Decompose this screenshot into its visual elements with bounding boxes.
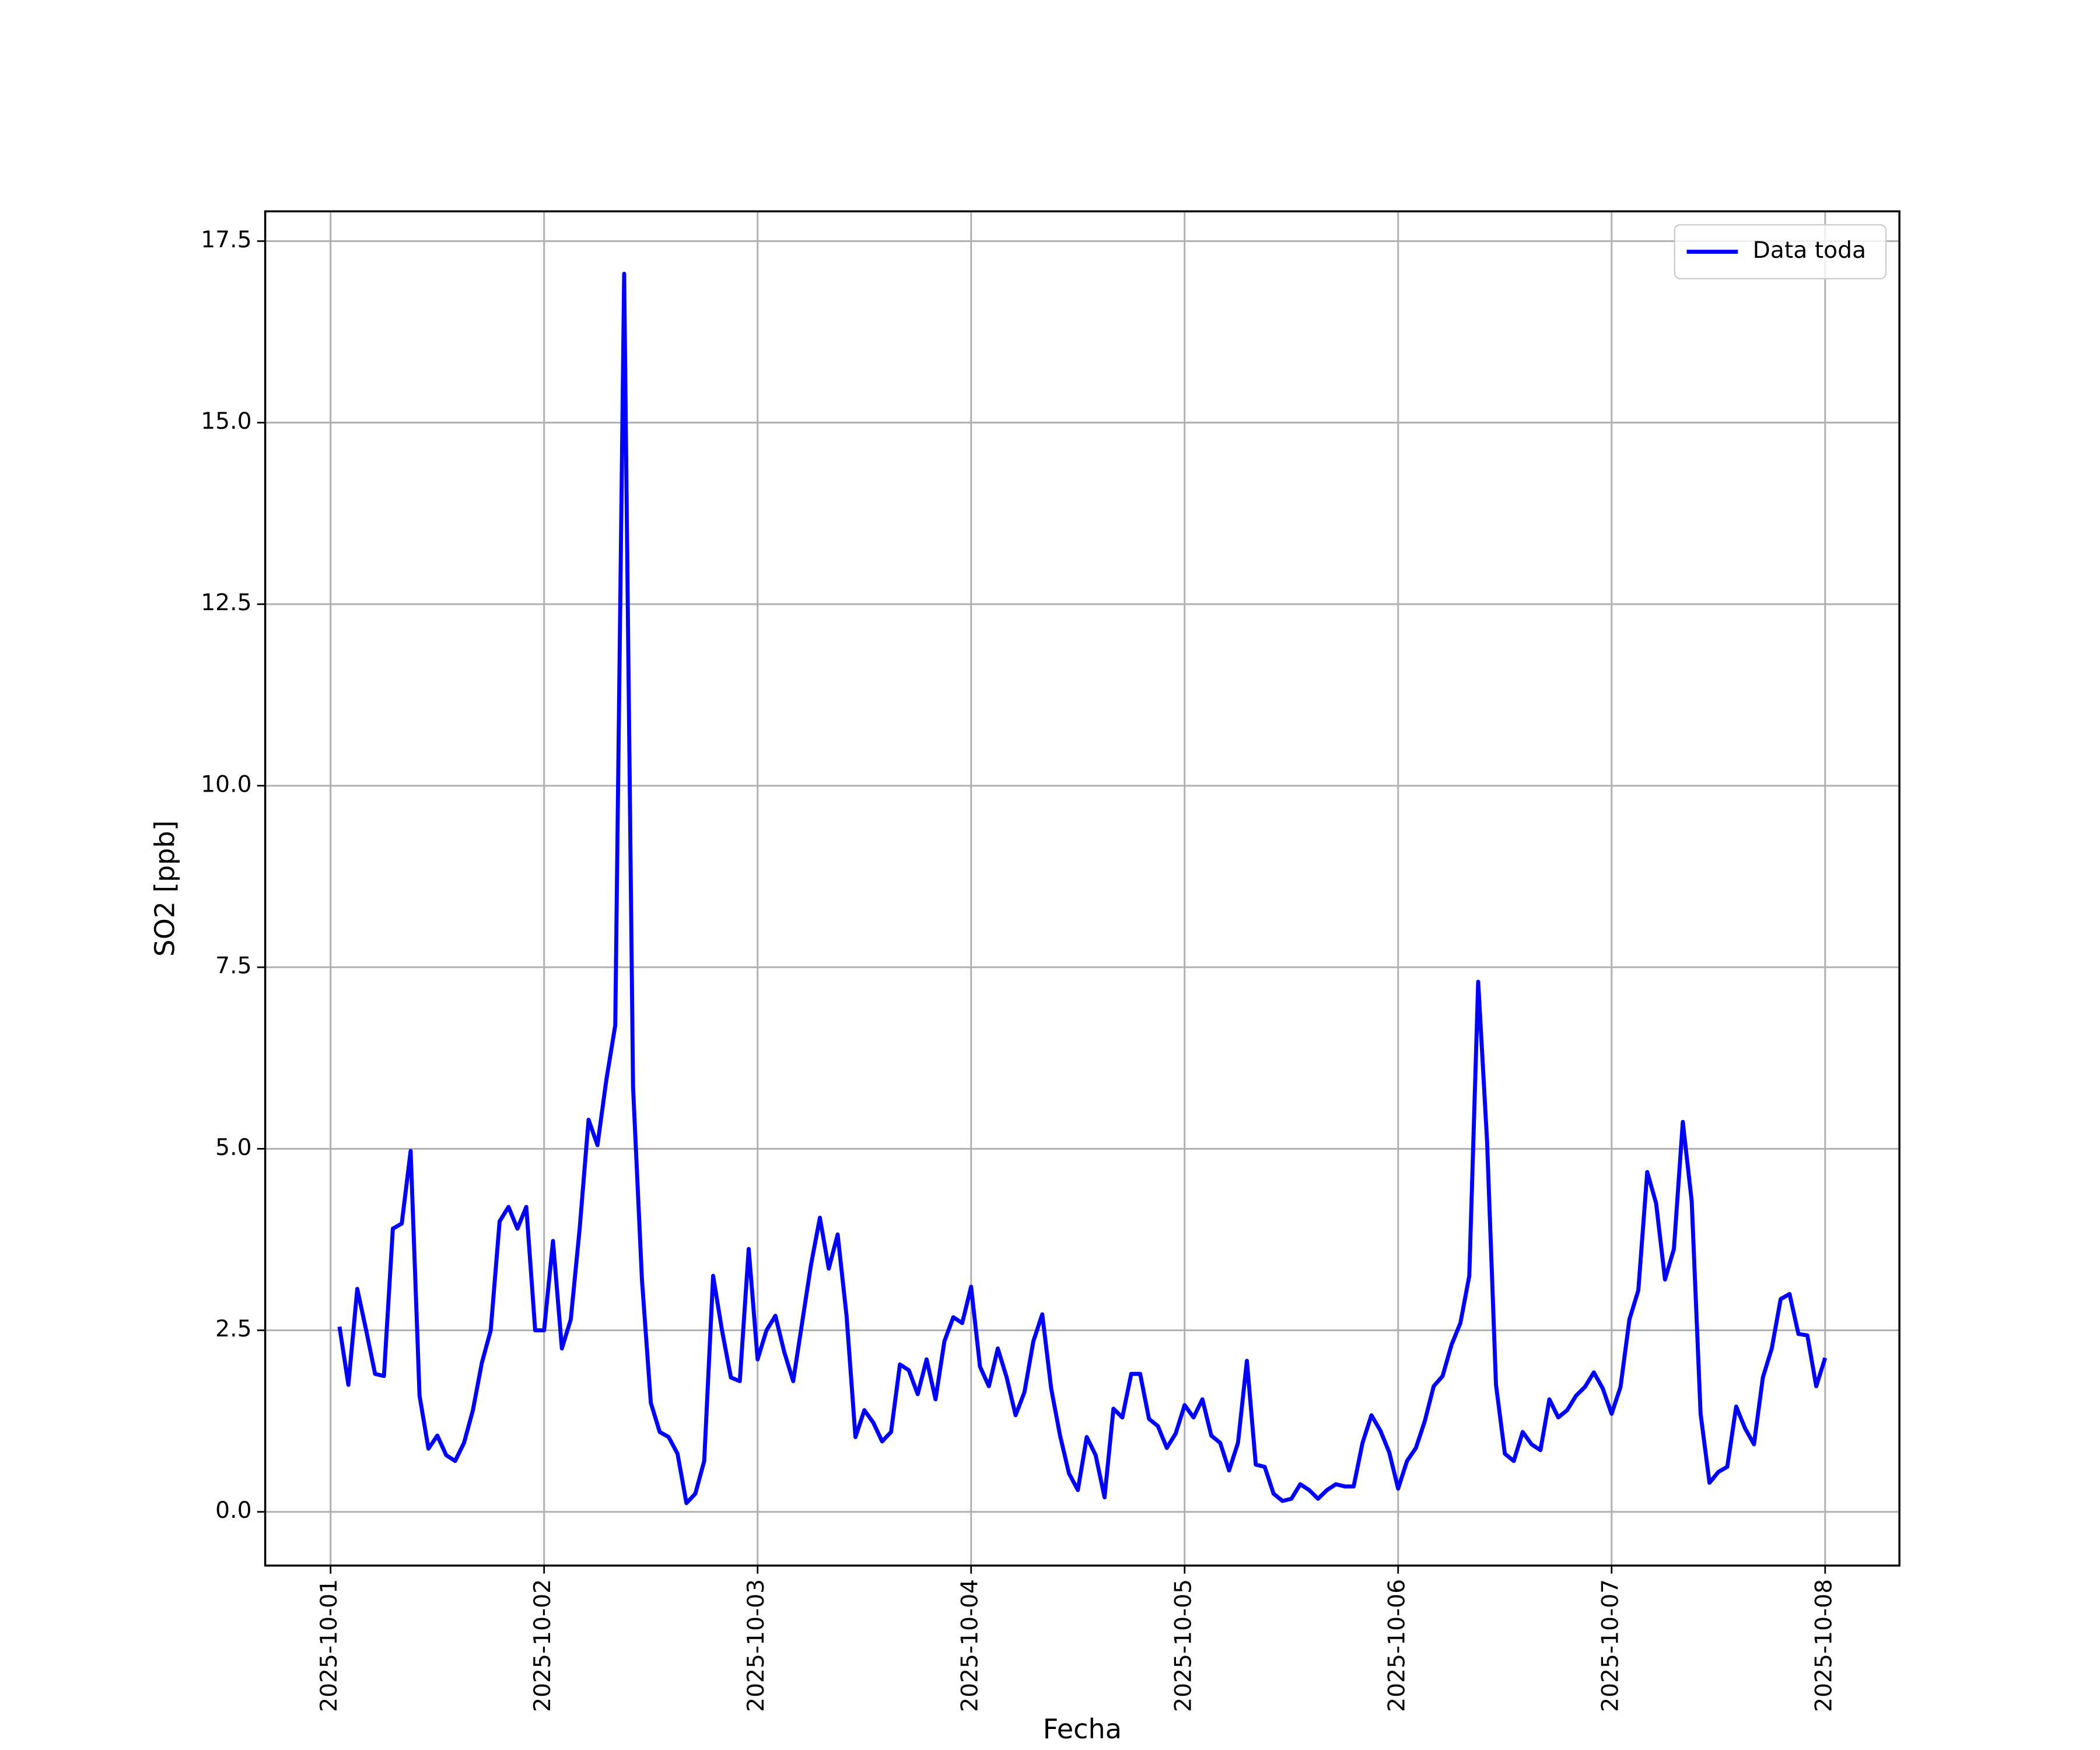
x-tick-label: 2025-10-06: [1384, 1579, 1410, 1712]
y-tick-label: 17.5: [201, 227, 251, 253]
y-tick-label: 7.5: [215, 953, 251, 979]
x-tick-label: 2025-10-01: [316, 1579, 342, 1712]
plot-frame: [264, 210, 1901, 1567]
x-tick-label: 2025-10-04: [957, 1579, 983, 1712]
x-tick-label: 2025-10-07: [1597, 1579, 1623, 1712]
x-tick-label: 2025-10-05: [1170, 1579, 1196, 1712]
legend: Data toda: [1674, 224, 1887, 279]
y-tick-label: 2.5: [215, 1316, 251, 1342]
x-tick-label: 2025-10-03: [743, 1579, 769, 1712]
y-axis-label: SO2 [ppb]: [149, 820, 181, 957]
y-tick-label: 15.0: [201, 408, 251, 435]
legend-label: Data toda: [1753, 237, 1866, 264]
y-tick-label: 12.5: [201, 590, 251, 616]
legend-box: [1674, 224, 1887, 279]
data-line: [337, 271, 1828, 1506]
y-tick-label: 0.0: [215, 1497, 251, 1524]
x-tick-label: 2025-10-08: [1811, 1579, 1837, 1712]
y-tick-label: 5.0: [215, 1135, 251, 1161]
x-tick-label: 2025-10-02: [530, 1579, 556, 1712]
y-tick-label: 10.0: [201, 771, 251, 797]
x-axis-label: Fecha: [1043, 1713, 1122, 1745]
